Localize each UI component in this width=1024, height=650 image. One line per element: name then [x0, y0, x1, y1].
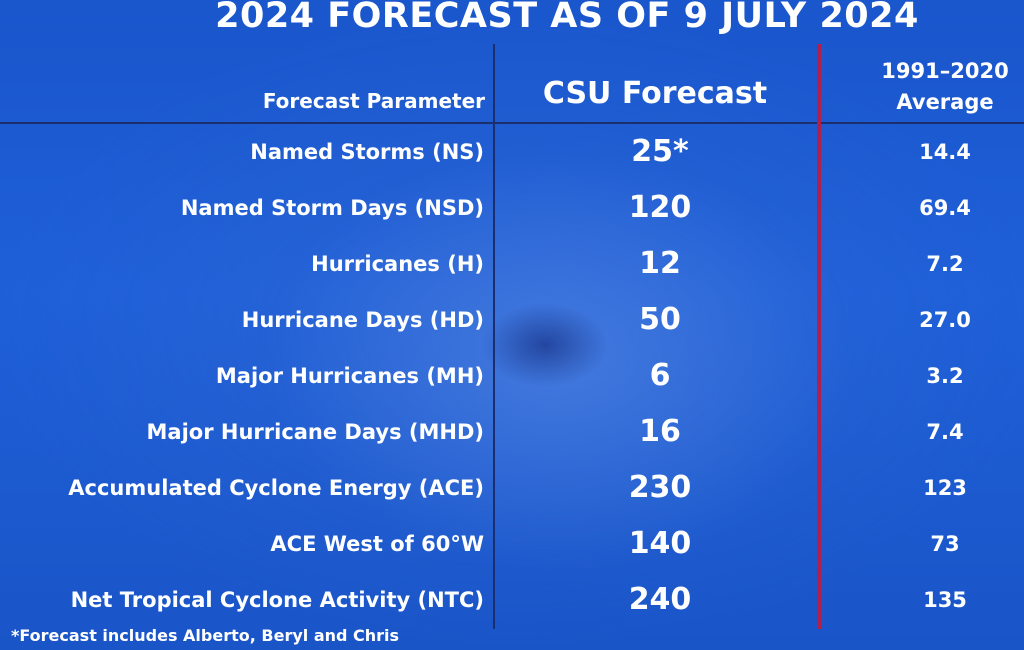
footnote: *Forecast includes Alberto, Beryl and Ch… [11, 626, 400, 645]
table-row: Accumulated Cyclone Energy (ACE) 230 123 [0, 460, 1024, 516]
column-divider-parameter [493, 44, 495, 629]
row-parameter: Hurricane Days (HD) [241, 308, 484, 332]
table-row: Major Hurricane Days (MHD) 16 7.4 [0, 404, 1024, 460]
header-average: 1991–2020 Average [840, 56, 1024, 118]
row-csu-value: 240 [628, 582, 692, 617]
row-average-value: 3.2 [926, 364, 964, 388]
row-parameter: Named Storms (NS) [250, 140, 484, 164]
row-csu-value: 25* [631, 134, 689, 169]
row-parameter: ACE West of 60°W [270, 532, 484, 556]
row-parameter: Net Tropical Cyclone Activity (NTC) [70, 588, 484, 612]
row-average-value: 7.2 [926, 252, 964, 276]
row-parameter: Major Hurricanes (MH) [215, 364, 484, 388]
row-average-value: 7.4 [926, 420, 964, 444]
row-average-value: 14.4 [919, 140, 971, 164]
row-average-value: 27.0 [919, 308, 971, 332]
header-forecast-parameter: Forecast Parameter [262, 89, 485, 113]
header-csu-forecast: CSU Forecast [542, 76, 768, 111]
header-average-years: 1991–2020 [881, 59, 1009, 83]
row-csu-value: 50 [639, 302, 681, 337]
table-row: ACE West of 60°W 140 73 [0, 516, 1024, 572]
row-average-value: 135 [923, 588, 967, 612]
table-row: Named Storm Days (NSD) 120 69.4 [0, 180, 1024, 236]
row-csu-value: 120 [628, 190, 692, 225]
table-row: Major Hurricanes (MH) 6 3.2 [0, 348, 1024, 404]
column-divider-average [817, 44, 821, 629]
row-parameter: Accumulated Cyclone Energy (ACE) [68, 476, 484, 500]
row-parameter: Major Hurricane Days (MHD) [146, 420, 484, 444]
row-csu-value: 12 [639, 246, 681, 281]
table-row: Hurricane Days (HD) 50 27.0 [0, 292, 1024, 348]
table-row: Hurricanes (H) 12 7.2 [0, 236, 1024, 292]
row-csu-value: 140 [628, 526, 692, 561]
row-average-value: 123 [923, 476, 967, 500]
row-csu-value: 230 [628, 470, 692, 505]
table-row: Net Tropical Cyclone Activity (NTC) 240 … [0, 572, 1024, 628]
row-csu-value: 16 [639, 414, 681, 449]
row-average-value: 73 [930, 532, 960, 556]
table-row: Named Storms (NS) 25* 14.4 [0, 124, 1024, 180]
header-divider [0, 122, 1024, 124]
row-parameter: Hurricanes (H) [311, 252, 484, 276]
row-average-value: 69.4 [919, 196, 971, 220]
row-parameter: Named Storm Days (NSD) [180, 196, 484, 220]
row-csu-value: 6 [649, 358, 671, 393]
header-average-label: Average [896, 90, 994, 114]
slide-title: 2024 FORECAST AS OF 9 JULY 2024 [215, 0, 919, 36]
